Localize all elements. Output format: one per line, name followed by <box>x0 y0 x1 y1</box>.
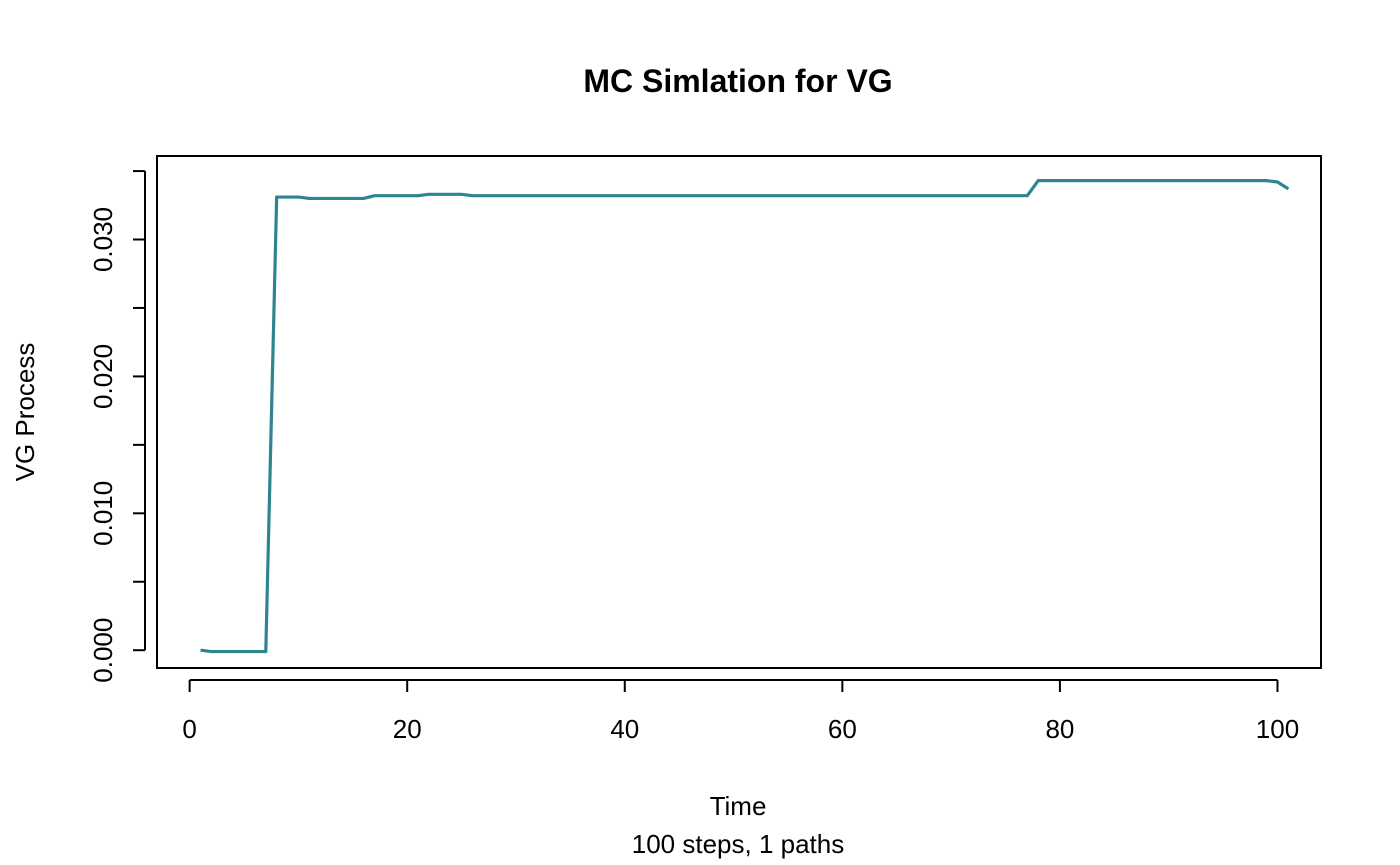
x-tick-label: 40 <box>610 714 639 744</box>
plot-area <box>156 155 1322 669</box>
x-tick-label: 60 <box>828 714 857 744</box>
x-tick-label: 0 <box>182 714 196 744</box>
y-axis: 0.000 0.010 0.020 0.030 <box>88 170 146 683</box>
y-tick-label: 0.010 <box>88 481 118 546</box>
x-axis-sublabel: 100 steps, 1 paths <box>632 829 844 859</box>
x-tick-label: 80 <box>1045 714 1074 744</box>
y-axis-label: VG Process <box>10 343 40 482</box>
x-tick-label: 20 <box>393 714 422 744</box>
x-axis-label: Time <box>710 791 767 821</box>
y-tick-label: 0.020 <box>88 344 118 409</box>
series-line <box>200 179 1290 654</box>
y-tick-label: 0.000 <box>88 618 118 683</box>
y-tick-label: 0.030 <box>88 207 118 272</box>
plot-frame <box>156 155 1322 669</box>
x-axis: 0 20 40 60 80 100 <box>182 679 1299 744</box>
chart-title: MC Simlation for VG <box>583 63 892 99</box>
x-tick-label: 100 <box>1256 714 1299 744</box>
